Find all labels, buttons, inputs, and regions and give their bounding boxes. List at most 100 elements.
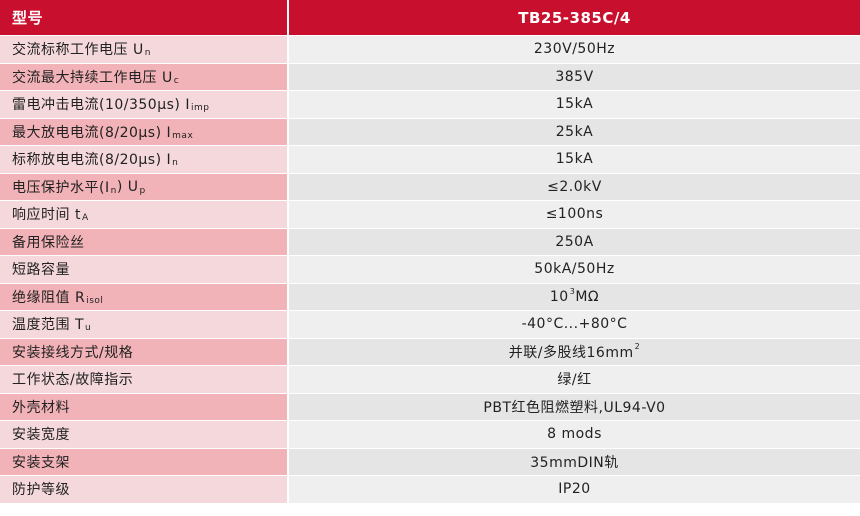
spec-value-text: 绿/红 <box>557 372 592 389</box>
spec-value: IP20 <box>287 476 860 503</box>
spec-label-tail: ) U <box>116 178 139 195</box>
spec-label: 工作状态/故障指示 <box>0 366 287 393</box>
spec-value-text: ≤2.0kV <box>547 178 602 195</box>
spec-label-text: 备用保险丝 <box>12 234 85 251</box>
spec-label-text: 防护等级 <box>12 482 70 499</box>
spec-label-text: 安装宽度 <box>12 427 70 444</box>
spec-label-text: 短路容量 <box>12 262 70 279</box>
spec-value-text: -40°C...+80°C <box>521 316 628 333</box>
header-model-label: 型号 <box>12 9 44 27</box>
spec-label-subscript: p <box>139 185 146 196</box>
spec-label-subscript: imp <box>190 103 210 114</box>
spec-label-subscript: n <box>110 185 117 196</box>
spec-label: 安装宽度 <box>0 421 287 448</box>
spec-label-text: 电压保护水平(I <box>12 179 110 196</box>
spec-value: 250A <box>287 228 860 255</box>
table-row: 短路容量 50kA/50Hz <box>0 256 860 284</box>
spec-value: ≤2.0kV <box>287 173 860 200</box>
spec-label-text: 外壳材料 <box>12 399 70 416</box>
spec-value-text: ≤100ns <box>545 206 604 223</box>
spec-value-text: 50kA/50Hz <box>534 261 615 278</box>
spec-value: ≤100ns <box>287 201 860 228</box>
spec-value-text: 15kA <box>555 151 594 168</box>
spec-label-subscript: n <box>172 158 179 169</box>
spec-value: 385V <box>287 63 860 90</box>
spec-value-text: PBT红色阻燃塑料,UL94-V0 <box>483 399 666 416</box>
spec-label-subscript: isol <box>86 295 104 306</box>
spec-value-text: 8 mods <box>547 426 602 443</box>
spec-label: 防护等级 <box>0 476 287 503</box>
spec-label-text: 响应时间 t <box>12 207 81 224</box>
header-model-value: TB25-385C/4 <box>287 0 860 35</box>
spec-value: -40°C...+80°C <box>287 311 860 338</box>
spec-label-subscript: A <box>81 213 89 224</box>
table-row: 备用保险丝 250A <box>0 228 860 256</box>
spec-label-subscript: c <box>173 75 180 86</box>
table-row: 防护等级 IP20 <box>0 476 860 504</box>
spec-value: 35mmDIN轨 <box>287 448 860 475</box>
spec-value-text: 35mmDIN轨 <box>530 454 619 471</box>
spec-label: 备用保险丝 <box>0 228 287 255</box>
spec-value-text: 15kA <box>555 96 594 113</box>
spec-value-text: 10 <box>549 288 569 305</box>
spec-label-text: 标称放电电流(8/20μs) I <box>12 152 172 169</box>
spec-label-text: 安装接线方式/规格 <box>12 344 134 361</box>
spec-label-subscript: max <box>172 130 194 141</box>
spec-value-unit: MΩ <box>575 288 600 305</box>
spec-label-text: 绝缘阻值 R <box>12 289 86 306</box>
spec-label: 外壳材料 <box>0 393 287 420</box>
spec-value: 230V/50Hz <box>287 36 860 63</box>
spec-label-text: 雷电冲击电流(10/350μs) I <box>12 97 190 114</box>
spec-label-text: 交流标称工作电压 U <box>12 42 144 59</box>
table-row: 外壳材料 PBT红色阻燃塑料,UL94-V0 <box>0 393 860 421</box>
spec-value: 15kA <box>287 91 860 118</box>
spec-value-superscript: 2 <box>634 342 641 352</box>
table-header-row: 型号 TB25-385C/4 <box>0 0 860 36</box>
spec-value: 15kA <box>287 146 860 173</box>
spec-label: 短路容量 <box>0 256 287 283</box>
table-row: 安装宽度 8 mods <box>0 421 860 449</box>
spec-value-text: 并联/多股线16mm <box>508 344 634 361</box>
spec-label-subscript: u <box>85 323 92 334</box>
table-row: 工作状态/故障指示 绿/红 <box>0 366 860 394</box>
spec-value-superscript: 3 <box>569 287 576 297</box>
spec-value: 10 3 MΩ <box>287 283 860 310</box>
spec-value-text: IP20 <box>558 481 591 498</box>
spec-label-text: 工作状态/故障指示 <box>12 372 134 389</box>
spec-value-text: 230V/50Hz <box>533 41 616 58</box>
spec-label-text: 安装支架 <box>12 454 70 471</box>
spec-label-text: 最大放电电流(8/20μs) I <box>12 124 172 141</box>
spec-value: 25kA <box>287 118 860 145</box>
spec-value: PBT红色阻燃塑料,UL94-V0 <box>287 393 860 420</box>
spec-label-text: 交流最大持续工作电压 U <box>12 69 173 86</box>
spec-label-text: 温度范围 T <box>12 317 85 334</box>
table-row: 安装接线方式/规格 并联/多股线16mm 2 <box>0 338 860 366</box>
table-row: 安装支架 35mmDIN轨 <box>0 448 860 476</box>
spec-value-text: 385V <box>555 68 594 85</box>
spec-label: 安装接线方式/规格 <box>0 338 287 365</box>
spec-value: 并联/多股线16mm 2 <box>287 338 860 365</box>
spec-value: 50kA/50Hz <box>287 256 860 283</box>
spec-value: 8 mods <box>287 421 860 448</box>
spec-label-subscript: n <box>144 48 151 59</box>
spec-value: 绿/红 <box>287 366 860 393</box>
